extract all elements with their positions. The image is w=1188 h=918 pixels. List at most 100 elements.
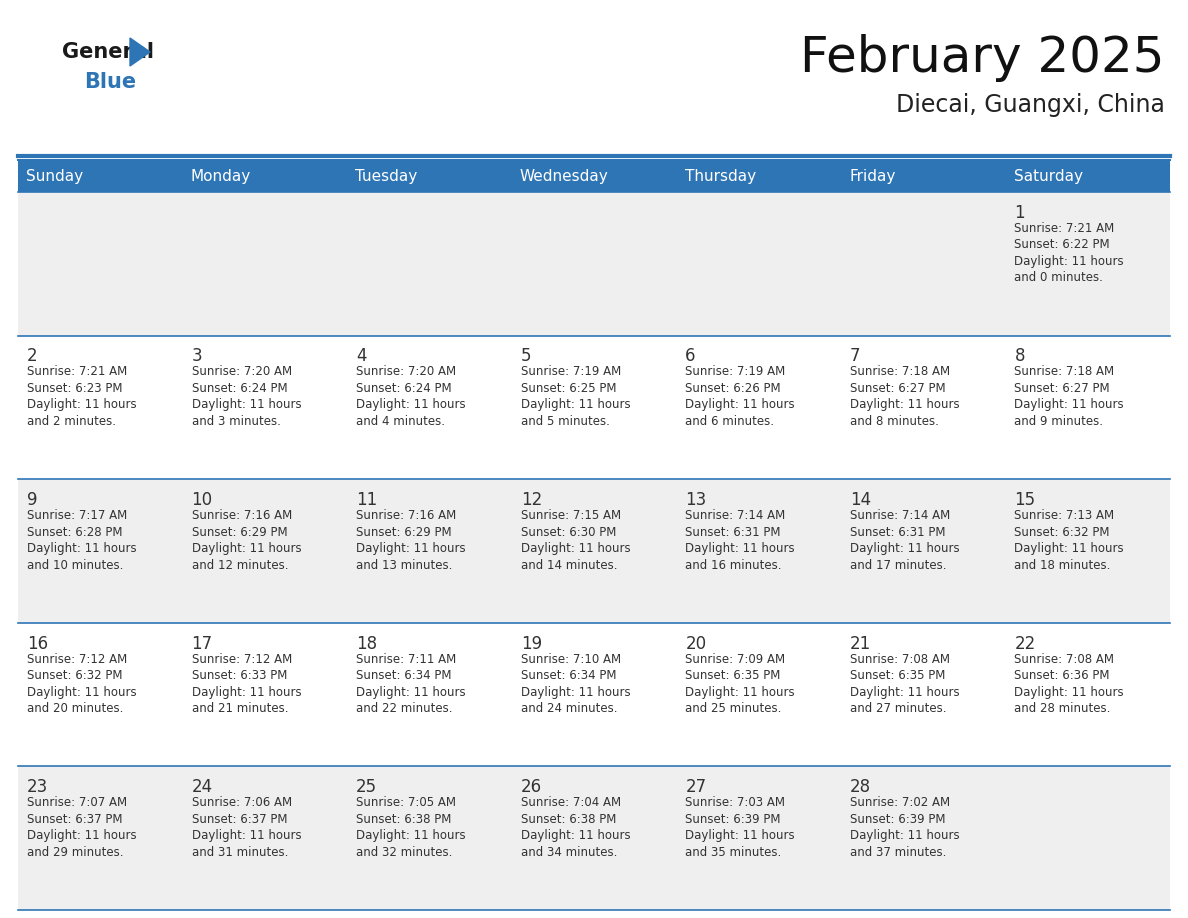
Text: and 21 minutes.: and 21 minutes.	[191, 702, 289, 715]
Bar	[347, 160, 512, 192]
Text: and 31 minutes.: and 31 minutes.	[191, 845, 287, 859]
Text: 26: 26	[520, 778, 542, 796]
Bar	[18, 479, 183, 622]
Text: Sunrise: 7:04 AM: Sunrise: 7:04 AM	[520, 796, 621, 810]
Text: Daylight: 11 hours: Daylight: 11 hours	[27, 686, 137, 699]
Text: and 18 minutes.: and 18 minutes.	[1015, 558, 1111, 572]
Text: Thursday: Thursday	[684, 169, 756, 184]
Text: February 2025: February 2025	[801, 34, 1165, 82]
Text: Monday: Monday	[191, 169, 251, 184]
Text: Sunset: 6:34 PM: Sunset: 6:34 PM	[356, 669, 451, 682]
Text: Sunset: 6:35 PM: Sunset: 6:35 PM	[849, 669, 946, 682]
Text: Sunset: 6:27 PM: Sunset: 6:27 PM	[1015, 382, 1110, 395]
Text: 10: 10	[191, 491, 213, 509]
Text: and 20 minutes.: and 20 minutes.	[27, 702, 124, 715]
Text: Daylight: 11 hours: Daylight: 11 hours	[356, 829, 466, 843]
Text: Sunset: 6:34 PM: Sunset: 6:34 PM	[520, 669, 617, 682]
Text: and 10 minutes.: and 10 minutes.	[27, 558, 124, 572]
Text: Sunrise: 7:21 AM: Sunrise: 7:21 AM	[1015, 222, 1114, 235]
Text: Daylight: 11 hours: Daylight: 11 hours	[191, 398, 302, 411]
Text: Sunset: 6:31 PM: Sunset: 6:31 PM	[849, 526, 946, 539]
Bar	[841, 336, 1005, 479]
Text: and 34 minutes.: and 34 minutes.	[520, 845, 617, 859]
Text: Sunrise: 7:17 AM: Sunrise: 7:17 AM	[27, 509, 127, 522]
Bar	[18, 160, 183, 192]
Text: and 22 minutes.: and 22 minutes.	[356, 702, 453, 715]
Text: 11: 11	[356, 491, 378, 509]
Text: Sunrise: 7:18 AM: Sunrise: 7:18 AM	[1015, 365, 1114, 378]
Bar	[18, 336, 183, 479]
Text: and 6 minutes.: and 6 minutes.	[685, 415, 775, 428]
Bar	[841, 479, 1005, 622]
Text: Sunrise: 7:14 AM: Sunrise: 7:14 AM	[849, 509, 950, 522]
Text: and 2 minutes.: and 2 minutes.	[27, 415, 116, 428]
Text: 25: 25	[356, 778, 378, 796]
Text: Sunset: 6:32 PM: Sunset: 6:32 PM	[27, 669, 122, 682]
Text: Sunset: 6:36 PM: Sunset: 6:36 PM	[1015, 669, 1110, 682]
Bar	[183, 622, 347, 767]
Bar	[347, 192, 512, 336]
Text: Daylight: 11 hours: Daylight: 11 hours	[27, 543, 137, 555]
Text: 8: 8	[1015, 348, 1025, 365]
Text: Sunrise: 7:11 AM: Sunrise: 7:11 AM	[356, 653, 456, 666]
Text: Sunrise: 7:19 AM: Sunrise: 7:19 AM	[685, 365, 785, 378]
Bar	[1005, 160, 1170, 192]
Text: Sunset: 6:33 PM: Sunset: 6:33 PM	[191, 669, 287, 682]
Text: and 5 minutes.: and 5 minutes.	[520, 415, 609, 428]
Bar	[512, 192, 676, 336]
Text: and 17 minutes.: and 17 minutes.	[849, 558, 947, 572]
Text: 9: 9	[27, 491, 38, 509]
Text: Sunrise: 7:08 AM: Sunrise: 7:08 AM	[1015, 653, 1114, 666]
Text: Daylight: 11 hours: Daylight: 11 hours	[1015, 686, 1124, 699]
Bar	[18, 622, 183, 767]
Text: and 29 minutes.: and 29 minutes.	[27, 845, 124, 859]
Text: Sunset: 6:22 PM: Sunset: 6:22 PM	[1015, 239, 1110, 252]
Bar	[347, 767, 512, 910]
Bar	[1005, 767, 1170, 910]
Text: Sunset: 6:35 PM: Sunset: 6:35 PM	[685, 669, 781, 682]
Text: Sunset: 6:23 PM: Sunset: 6:23 PM	[27, 382, 122, 395]
Text: Sunset: 6:25 PM: Sunset: 6:25 PM	[520, 382, 617, 395]
Text: Friday: Friday	[849, 169, 896, 184]
Text: and 9 minutes.: and 9 minutes.	[1015, 415, 1104, 428]
Text: Diecai, Guangxi, China: Diecai, Guangxi, China	[896, 93, 1165, 117]
Text: Daylight: 11 hours: Daylight: 11 hours	[27, 398, 137, 411]
Text: 6: 6	[685, 348, 696, 365]
Text: Daylight: 11 hours: Daylight: 11 hours	[849, 543, 960, 555]
Text: 1: 1	[1015, 204, 1025, 222]
Text: Sunday: Sunday	[26, 169, 83, 184]
Bar	[512, 160, 676, 192]
Text: and 24 minutes.: and 24 minutes.	[520, 702, 618, 715]
Bar	[841, 622, 1005, 767]
Bar	[1005, 622, 1170, 767]
Text: 22: 22	[1015, 634, 1036, 653]
Text: Blue: Blue	[84, 72, 137, 92]
Bar	[183, 767, 347, 910]
Text: Sunrise: 7:21 AM: Sunrise: 7:21 AM	[27, 365, 127, 378]
Text: and 37 minutes.: and 37 minutes.	[849, 845, 947, 859]
Bar	[676, 160, 841, 192]
Bar	[347, 336, 512, 479]
Text: and 35 minutes.: and 35 minutes.	[685, 845, 782, 859]
Bar	[183, 160, 347, 192]
Bar	[841, 767, 1005, 910]
Text: Sunset: 6:24 PM: Sunset: 6:24 PM	[191, 382, 287, 395]
Bar	[347, 479, 512, 622]
Polygon shape	[129, 38, 150, 66]
Text: 2: 2	[27, 348, 38, 365]
Text: Sunset: 6:39 PM: Sunset: 6:39 PM	[849, 812, 946, 826]
Text: Sunset: 6:39 PM: Sunset: 6:39 PM	[685, 812, 781, 826]
Bar	[841, 192, 1005, 336]
Bar	[1005, 336, 1170, 479]
Text: 24: 24	[191, 778, 213, 796]
Text: Saturday: Saturday	[1013, 169, 1082, 184]
Text: Sunrise: 7:14 AM: Sunrise: 7:14 AM	[685, 509, 785, 522]
Bar	[183, 479, 347, 622]
Text: Sunrise: 7:06 AM: Sunrise: 7:06 AM	[191, 796, 292, 810]
Text: Wednesday: Wednesday	[520, 169, 608, 184]
Bar	[512, 336, 676, 479]
Text: Daylight: 11 hours: Daylight: 11 hours	[849, 829, 960, 843]
Text: Sunset: 6:27 PM: Sunset: 6:27 PM	[849, 382, 946, 395]
Text: Sunset: 6:28 PM: Sunset: 6:28 PM	[27, 526, 122, 539]
Text: and 4 minutes.: and 4 minutes.	[356, 415, 446, 428]
